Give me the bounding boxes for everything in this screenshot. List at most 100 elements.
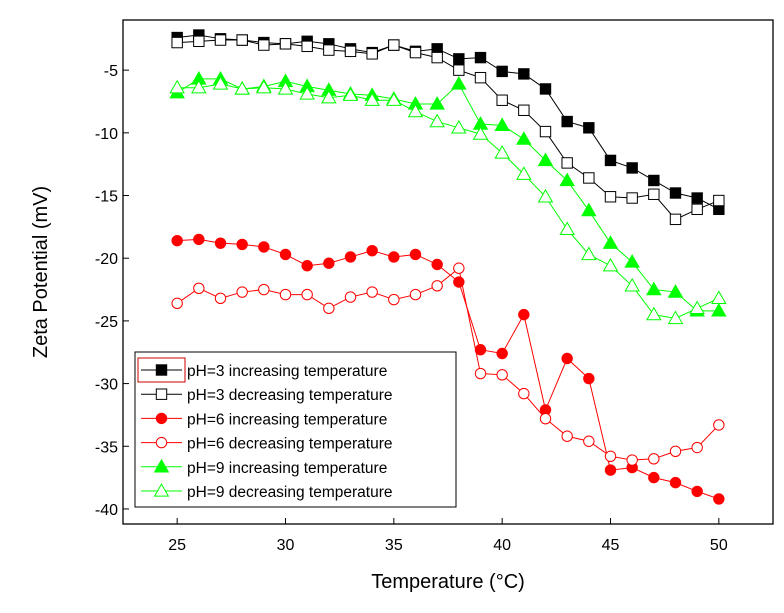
data-point xyxy=(388,251,400,263)
data-point xyxy=(155,388,168,400)
data-point xyxy=(602,257,619,272)
data-point xyxy=(496,369,508,381)
data-point xyxy=(171,297,183,310)
data-point xyxy=(604,191,617,203)
data-point xyxy=(518,308,530,321)
data-point xyxy=(191,79,207,94)
data-point xyxy=(667,284,684,298)
data-point xyxy=(624,277,640,292)
data-point xyxy=(431,51,443,64)
data-point xyxy=(539,412,552,425)
data-point xyxy=(299,86,315,100)
data-point xyxy=(604,464,617,476)
data-point xyxy=(388,293,400,306)
legend-label: pH=3 decreasing temperature xyxy=(187,387,393,404)
data-point xyxy=(691,485,703,498)
plot-frame xyxy=(122,19,774,525)
data-point xyxy=(236,34,248,46)
data-point xyxy=(301,260,313,272)
y-tick-label: -5 xyxy=(104,63,118,80)
x-tick-label: 35 xyxy=(385,537,403,554)
data-point xyxy=(386,92,402,106)
data-point xyxy=(669,476,682,489)
data-point xyxy=(453,262,465,274)
data-point xyxy=(561,352,573,365)
legend-selection-highlight xyxy=(137,357,186,383)
data-point xyxy=(691,192,703,204)
data-point xyxy=(171,234,183,247)
data-point xyxy=(713,194,725,207)
data-point xyxy=(518,104,530,116)
data-point xyxy=(496,94,508,106)
data-point xyxy=(279,288,292,301)
data-point xyxy=(583,372,595,385)
data-point xyxy=(407,103,424,118)
legend-label: pH=9 increasing temperature xyxy=(187,460,387,477)
legend-item: pH=3 increasing temperature xyxy=(141,363,387,380)
data-point xyxy=(214,34,227,46)
data-point xyxy=(342,87,359,101)
data-point xyxy=(691,203,703,216)
data-point xyxy=(431,258,443,271)
series-layer xyxy=(169,29,727,505)
data-point xyxy=(277,81,294,95)
data-point xyxy=(212,76,229,90)
data-point xyxy=(279,248,292,261)
data-point xyxy=(155,436,168,449)
data-point xyxy=(626,162,638,174)
data-point xyxy=(691,441,703,454)
data-point xyxy=(193,233,205,246)
series-line xyxy=(177,34,720,210)
data-point xyxy=(321,89,337,104)
legend-label: pH=9 decreasing temperature xyxy=(187,484,393,501)
x-axis-title: Temperature (°C) xyxy=(371,571,525,593)
series-4 xyxy=(171,262,725,466)
data-point xyxy=(648,188,660,200)
data-point xyxy=(648,174,660,187)
data-point xyxy=(451,119,467,134)
data-point xyxy=(193,35,205,48)
data-point xyxy=(474,344,487,356)
data-point xyxy=(559,221,575,236)
x-tick-label: 50 xyxy=(710,537,728,554)
data-point xyxy=(669,445,682,457)
legend-item: pH=3 decreasing temperature xyxy=(141,387,393,404)
legend-item: pH=6 decreasing temperature xyxy=(141,436,393,453)
data-point xyxy=(583,172,595,184)
data-point xyxy=(518,387,530,400)
data-point xyxy=(366,244,378,257)
data-point xyxy=(604,154,617,167)
data-point xyxy=(583,122,595,134)
data-point xyxy=(561,157,573,169)
data-point xyxy=(561,430,573,442)
series-5 xyxy=(169,71,727,317)
data-point xyxy=(602,235,619,249)
data-point xyxy=(453,64,465,76)
data-point xyxy=(537,188,554,203)
data-point xyxy=(301,40,313,53)
data-point xyxy=(366,286,378,298)
legend-label: pH=6 increasing temperature xyxy=(187,411,387,428)
y-tick-label: -35 xyxy=(95,439,118,456)
y-axis-title: Zeta Potential (mV) xyxy=(30,186,52,358)
data-point xyxy=(366,48,378,60)
legend: pH=3 increasing temperature pH=3 decreasi… xyxy=(134,351,457,508)
legend-box xyxy=(134,351,457,508)
data-point xyxy=(496,65,508,78)
data-point xyxy=(301,288,313,301)
data-point xyxy=(279,38,292,50)
data-point xyxy=(256,79,272,94)
data-point xyxy=(453,53,465,65)
data-point xyxy=(258,241,270,253)
data-point xyxy=(323,302,335,315)
y-tick-label: -40 xyxy=(95,502,118,519)
series-6 xyxy=(169,76,727,325)
data-point xyxy=(667,310,684,325)
axis-ticks: 25 30 35 40 45 50 -5 -10 -15 -20 -25 -30 -35 -40 xyxy=(95,63,728,554)
data-point xyxy=(431,280,443,292)
data-point xyxy=(409,288,422,301)
data-point xyxy=(583,435,595,447)
data-point xyxy=(409,248,422,261)
series-2 xyxy=(171,34,725,226)
data-point xyxy=(581,202,597,217)
